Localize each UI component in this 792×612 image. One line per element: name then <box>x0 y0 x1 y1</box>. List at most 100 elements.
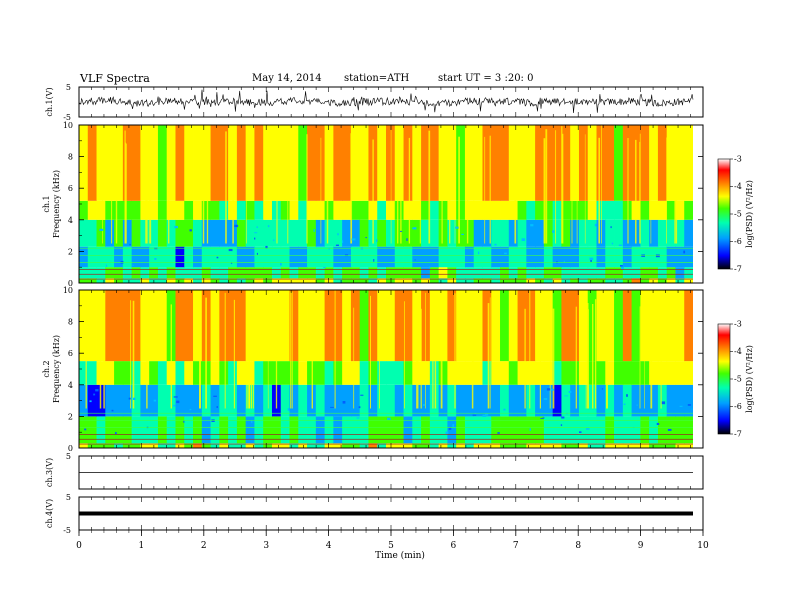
ch1-spectrogram-cell <box>500 278 510 283</box>
ch2-spectrogram-cell <box>79 416 89 444</box>
ch2-spectrogram-speckle <box>679 405 683 407</box>
ch1-spectrogram-cell <box>438 200 448 220</box>
ch1-spectrogram-cell <box>421 267 431 279</box>
ch2-spectrogram-cell <box>289 384 299 417</box>
ch1-spectrogram-speckle <box>273 239 275 242</box>
ch1-spectrogram-cell <box>105 246 115 268</box>
ch2-spectrogram-cell <box>193 361 203 385</box>
ch2-spectrogram-cell <box>491 361 501 385</box>
ch2-spectrogram-cell <box>87 290 97 362</box>
ch2-spectrogram-cell <box>114 290 124 362</box>
ch1-spectrogram-colorbar <box>717 158 731 270</box>
ch2-spectrogram-cell <box>473 384 483 417</box>
ch2-spectrogram-colorbar-tick-label: -5 <box>734 375 742 384</box>
ch2-spectrogram-cell <box>684 443 694 448</box>
ch1-spectrogram-cell <box>157 219 168 247</box>
ch1-spectrogram-cell <box>280 200 290 220</box>
ch1-spectrogram-cell <box>675 278 685 283</box>
ch2-spectrogram-cell <box>359 384 369 417</box>
ch2-spectrogram-cell <box>403 443 413 448</box>
ch1-spectrogram-cell <box>175 200 185 220</box>
ch1-spectrogram-speckle <box>563 260 565 263</box>
ch2-spectrogram-speckle <box>585 428 590 430</box>
ch1-spectrogram-cell <box>666 219 676 247</box>
ch1-spectrogram-cell <box>605 246 615 268</box>
ch2-spectrogram-cell <box>324 416 334 444</box>
ch1-spectrogram-ytick-label: 6 <box>68 184 73 193</box>
ch1-spectrogram-cell <box>122 278 133 283</box>
ch1-spectrogram-cell <box>578 200 589 220</box>
ch2-spectrogram-speckle <box>568 390 572 393</box>
ch1-spectrogram-cell <box>105 267 115 279</box>
ch2-spectrogram-cell <box>614 416 624 444</box>
ch2-spectrogram-cell <box>157 290 168 362</box>
ch1-spectrogram-cell <box>386 125 396 201</box>
ch2-spectrogram-cell <box>298 384 308 417</box>
ch2-spectrogram-cell <box>87 361 97 385</box>
ch1-spectrogram-speckle <box>376 239 378 242</box>
ch1-spectrogram-cell <box>219 125 229 201</box>
ch1-spectrogram-cell <box>333 125 343 201</box>
ch2-spectrogram-cell <box>210 384 220 417</box>
ch2-spectrogram-cell <box>263 361 273 385</box>
ch1-spectrogram-cell <box>219 278 229 283</box>
x-axis-tick-label: 9 <box>638 541 644 551</box>
ch1-spectrogram-cell <box>245 200 255 220</box>
ch2-spectrogram-speckle <box>601 388 604 390</box>
ch2-spectrogram-cell <box>87 443 97 448</box>
ch1-spectrogram-speckle <box>154 258 157 260</box>
ch2-spectrogram-cell <box>184 290 194 362</box>
ch1-spectrogram-cell <box>87 200 97 220</box>
ch2-spectrogram-cell <box>79 290 89 362</box>
ch2-spectrogram-cell <box>315 361 325 385</box>
ch1-spectrogram-cell <box>254 125 264 201</box>
ch1-spectrogram-cell <box>157 278 168 283</box>
ch2-spectrogram-cell <box>456 384 466 417</box>
ch2-spectrogram-cell <box>456 443 466 448</box>
ch1-spectrogram-speckle <box>335 244 339 246</box>
ch1-spectrogram-cell <box>561 200 571 220</box>
ch1-spectrogram-cell <box>456 246 466 268</box>
ch1-spectrogram-cell <box>210 219 220 247</box>
ch2-spectrogram-cell <box>184 443 194 448</box>
ch1-spectrogram-cell <box>526 267 536 279</box>
ch1-spectrogram-cell <box>271 278 282 283</box>
ch1-spectrogram-cell <box>263 219 273 247</box>
ch1-spectrogram-cell <box>543 267 554 279</box>
ch2-spectrogram-cell <box>649 443 659 448</box>
ch1-spectrogram-cell <box>605 267 615 279</box>
ch2-spectrogram-cell <box>640 416 650 444</box>
ch2-spectrogram-cell <box>438 290 448 362</box>
ch2-spectrogram-cell <box>333 443 343 448</box>
ch2-spectrogram-ylabel: Frequency (kHz) <box>52 335 61 403</box>
ch1-spectrogram-speckle <box>189 229 192 232</box>
ch2-spectrogram-cell <box>105 290 115 362</box>
ch1-spectrogram-cell <box>87 219 97 247</box>
ch2-spectrogram-cell <box>342 290 352 362</box>
ch2-spectrogram-cell <box>578 361 589 385</box>
ch2-spectrogram-cell <box>535 416 545 444</box>
date-label: May 14, 2014 <box>252 73 322 84</box>
ch2-spectrogram-speckle <box>189 408 192 411</box>
ch1-spectrogram-cell <box>570 200 580 220</box>
ch2-spectrogram-cell <box>386 384 396 417</box>
ch1-spectrogram-cell <box>552 246 562 268</box>
ch2-spectrogram-cell <box>96 416 106 444</box>
ch1-spectrogram-cell <box>543 200 554 220</box>
ch1-spectrogram-cell <box>508 267 518 279</box>
ch2-spectrogram-cell <box>464 361 475 385</box>
ch1-spectrogram-cell <box>342 278 352 283</box>
ch2-spectrogram-cell <box>289 443 299 448</box>
ch1-spectrogram-cell <box>342 125 352 201</box>
ch1-spectrogram-speckle <box>621 266 624 270</box>
ch2-spectrogram-channel-label: ch.2 <box>42 360 51 377</box>
ch1-spectrogram-cell <box>210 278 220 283</box>
ch1-spectrogram-ytick-label: 0 <box>68 279 73 288</box>
ch1-spectrogram-cell <box>675 125 685 201</box>
ch4-waveform-ytick-label: 5 <box>66 493 71 502</box>
ch2-spectrogram-cell <box>508 384 518 417</box>
ch2-spectrogram-cell <box>157 361 168 385</box>
ch2-spectrogram-cell <box>324 361 334 385</box>
ch2-spectrogram-cell <box>578 384 589 417</box>
ch1-spectrogram-cell <box>517 125 527 201</box>
